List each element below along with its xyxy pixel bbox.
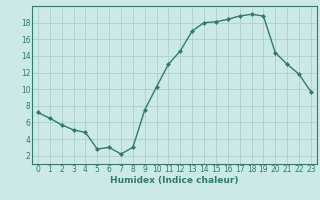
X-axis label: Humidex (Indice chaleur): Humidex (Indice chaleur)	[110, 176, 239, 185]
